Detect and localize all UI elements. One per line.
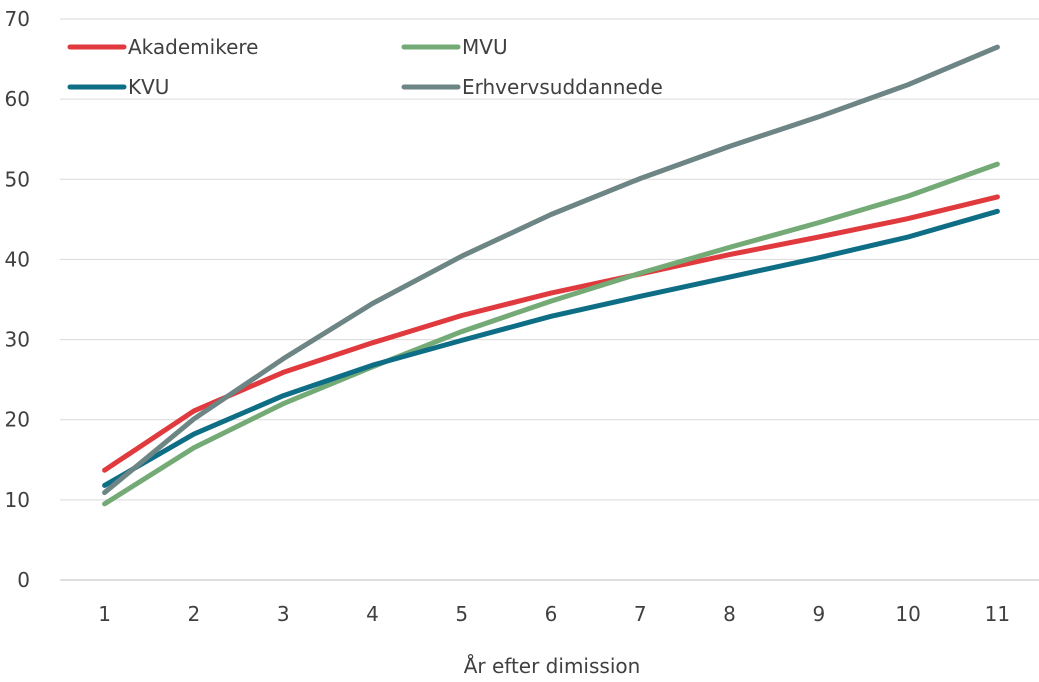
y-tick-label: 0 <box>17 568 30 592</box>
y-tick-label: 40 <box>5 247 30 271</box>
x-tick-label: 10 <box>895 602 920 626</box>
y-tick-label: 10 <box>5 488 30 512</box>
x-tick-label: 1 <box>98 602 111 626</box>
legend-label: KVU <box>128 75 169 99</box>
series-line-mvu <box>102 161 1000 507</box>
y-tick-label: 30 <box>5 328 30 352</box>
x-axis-title: År efter dimission <box>464 654 641 678</box>
x-tick-label: 6 <box>545 602 558 626</box>
legend-item: Erhvervsuddannede <box>401 75 663 99</box>
x-tick-label: 8 <box>723 602 736 626</box>
series-line-akademikere <box>102 194 1000 473</box>
series-line-erhvervsuddannede <box>102 44 1000 496</box>
legend-label: MVU <box>462 35 508 59</box>
y-tick-label: 50 <box>5 167 30 191</box>
x-tick-label: 4 <box>366 602 379 626</box>
legend-label: Akademikere <box>128 35 258 59</box>
x-tick-label: 5 <box>455 602 468 626</box>
legend: Akademikere MVU KVU Erhvervsuddannede <box>67 35 663 99</box>
series-line-kvu <box>102 208 1000 488</box>
legend-item: KVU <box>67 75 169 99</box>
x-tick-label: 2 <box>188 602 201 626</box>
legend-item: Akademikere <box>67 35 258 59</box>
legend-label: Erhvervsuddannede <box>462 75 663 99</box>
x-tick-label: 9 <box>812 602 825 626</box>
x-tick-label: 11 <box>985 602 1010 626</box>
series-lines <box>102 44 1000 507</box>
axes: 0 10 20 30 40 50 60 70 1 2 3 4 5 6 7 8 9 10 11 <box>5 7 1039 626</box>
y-tick-label: 60 <box>5 87 30 111</box>
legend-item: MVU <box>401 35 508 59</box>
x-tick-label: 7 <box>634 602 647 626</box>
x-tick-label: 3 <box>277 602 290 626</box>
y-tick-label: 20 <box>5 408 30 432</box>
y-tick-label: 70 <box>5 7 30 31</box>
